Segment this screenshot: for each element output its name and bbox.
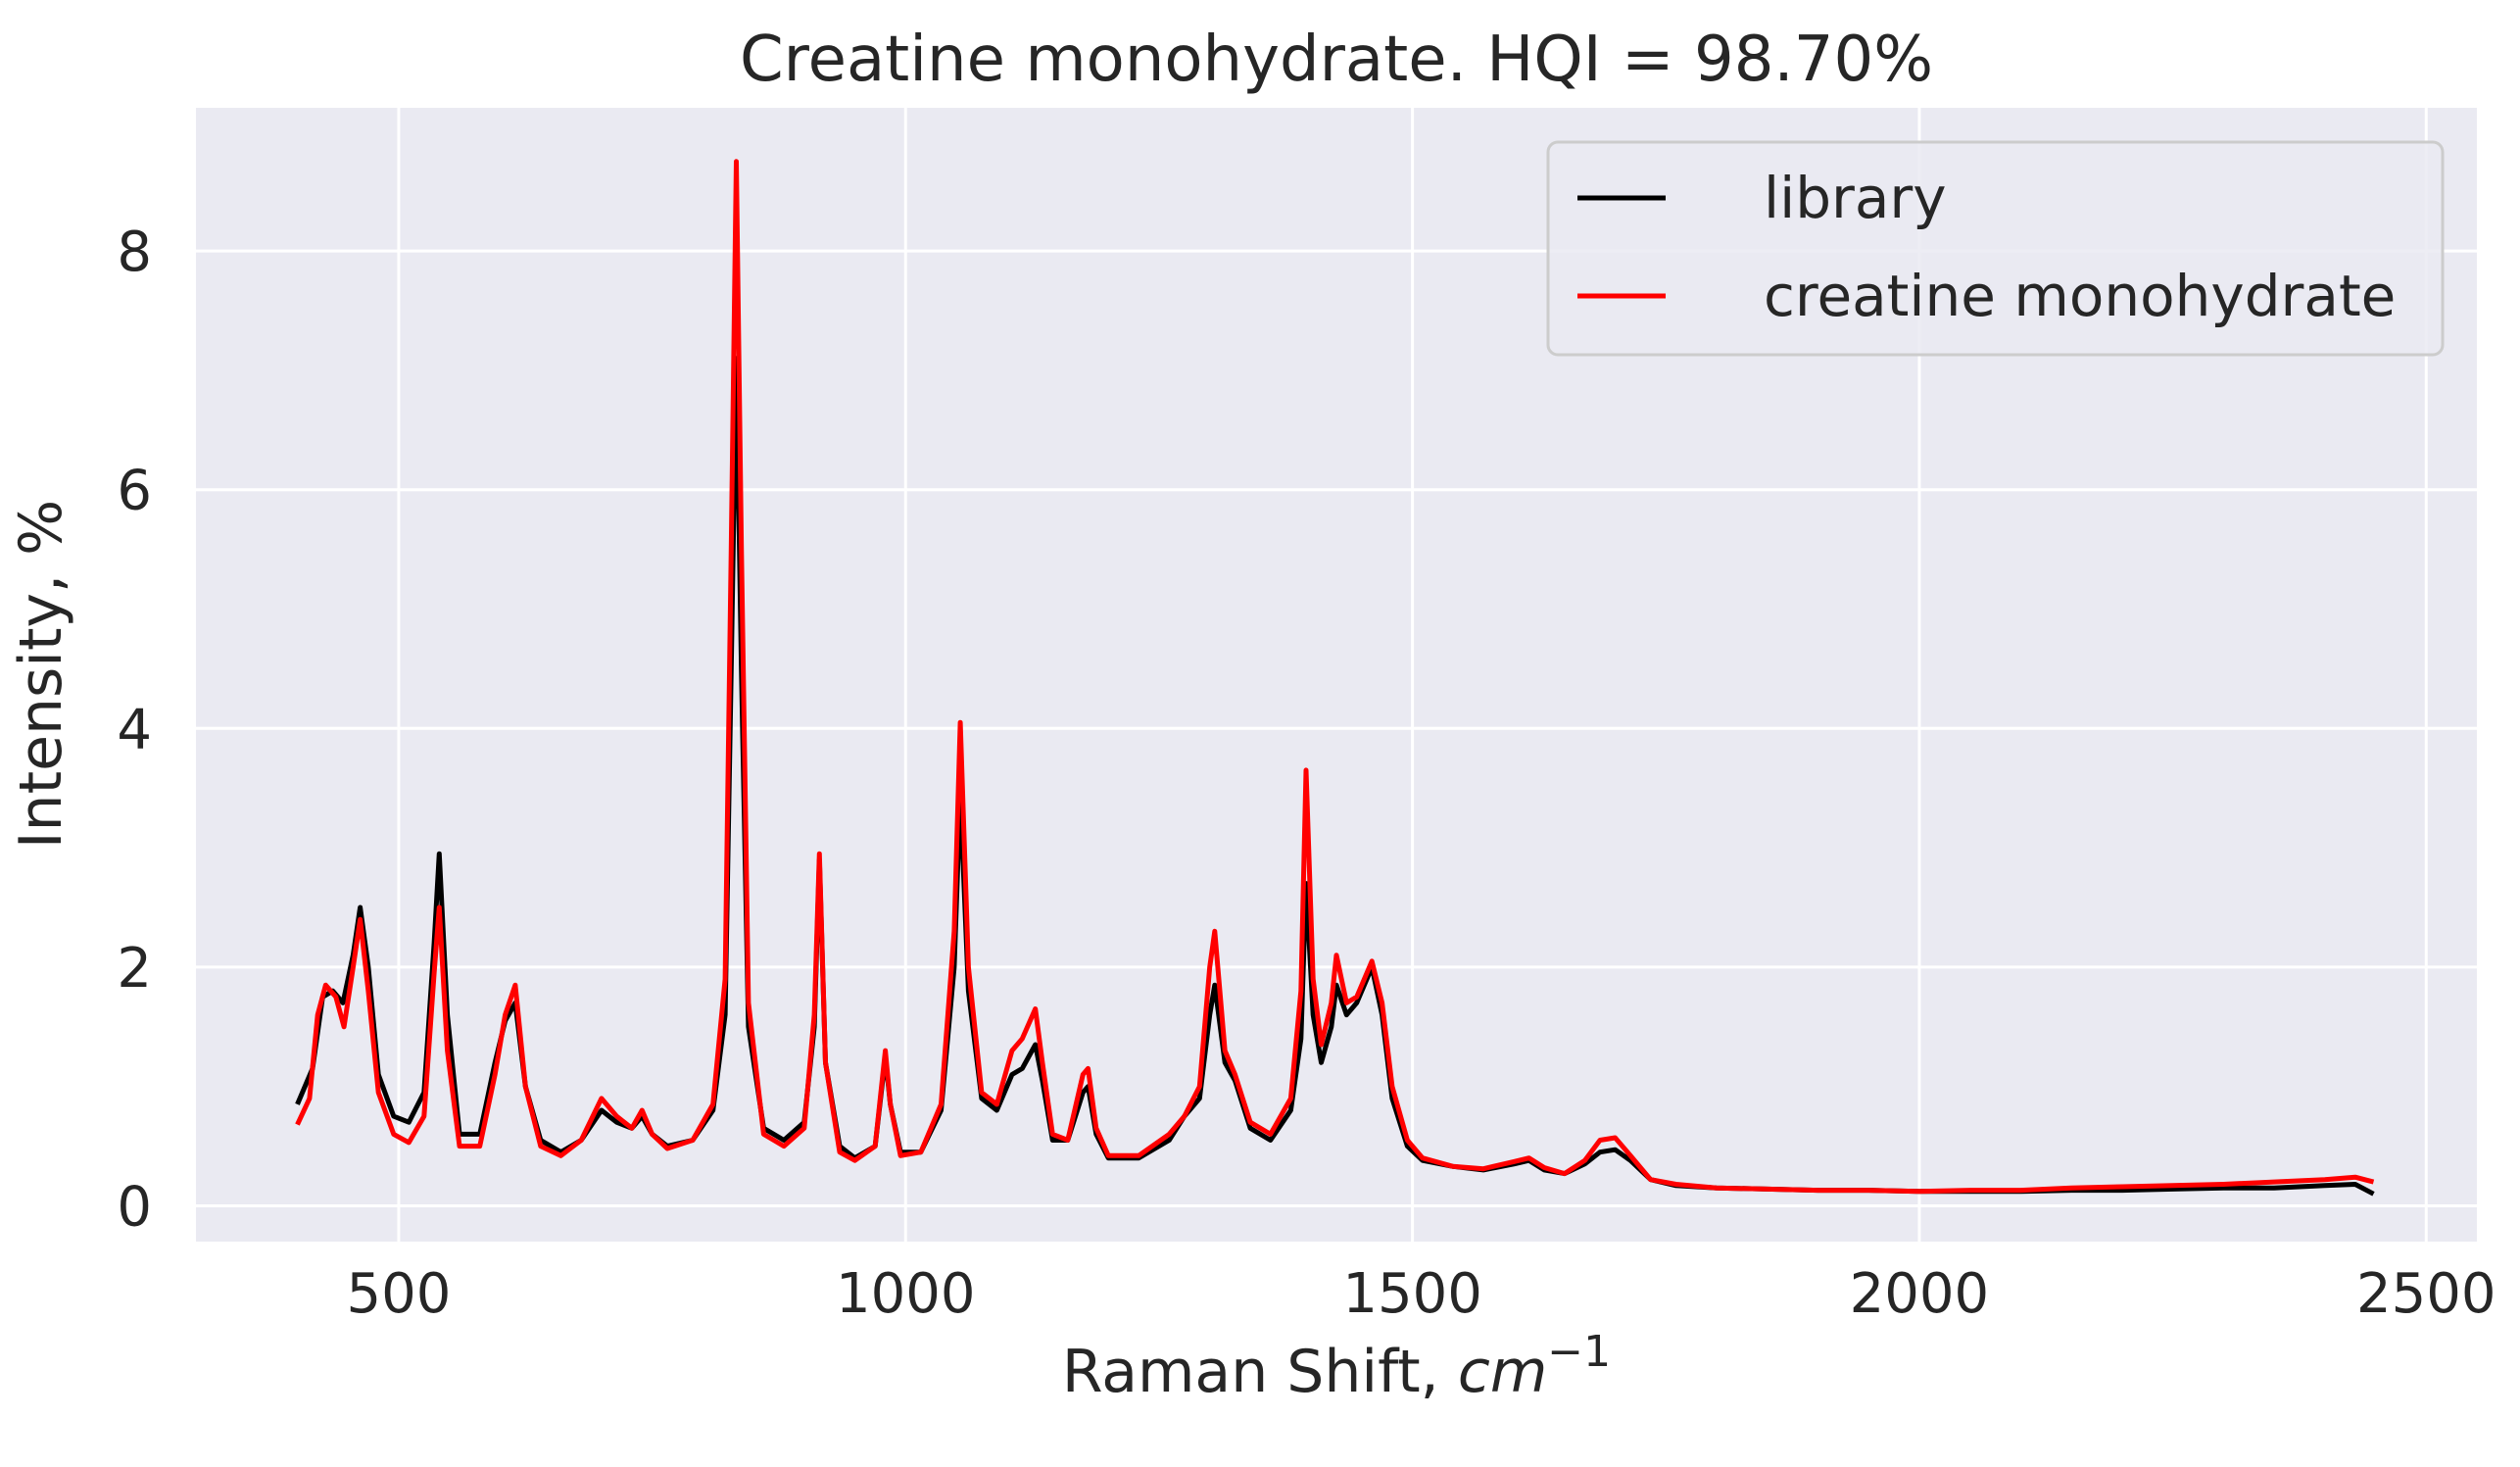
x-axis-label: Raman Shift, cm−1 <box>1062 1327 1611 1406</box>
y-tick-label: 8 <box>117 220 152 284</box>
x-axis-label-exponent: −1 <box>1547 1327 1611 1377</box>
y-tick-label: 0 <box>117 1175 152 1239</box>
y-tick-label: 4 <box>117 698 152 761</box>
series-line-creatine-monohydrate <box>295 159 2375 1195</box>
legend-label-library: library <box>1764 165 1947 231</box>
x-axis-label-text: Raman Shift, <box>1062 1338 1458 1406</box>
x-tick-label: 2000 <box>1850 1262 1990 1326</box>
x-tick-label: 1500 <box>1342 1262 1482 1326</box>
legend: library creatine monohydrate <box>1546 140 2445 357</box>
y-tick-labels: 0 2 4 6 8 <box>117 220 152 1239</box>
x-tick-label: 500 <box>346 1262 451 1326</box>
chart-title: Creatine monohydrate. HQI = 98.70% <box>740 24 1933 96</box>
x-axis-label-unit: cm <box>1458 1338 1547 1406</box>
legend-box <box>1546 140 2445 357</box>
x-tick-label: 1000 <box>836 1262 976 1326</box>
y-tick-label: 6 <box>117 460 152 523</box>
legend-label-creatine-monohydrate: creatine monohydrate <box>1764 263 2396 329</box>
x-tick-labels: 500 1000 1500 2000 2500 <box>346 1262 2496 1326</box>
series-layer <box>295 159 2375 1197</box>
y-tick-label: 2 <box>117 937 152 1001</box>
x-tick-label: 2500 <box>2356 1262 2496 1326</box>
y-axis-label: Intensity, % <box>7 500 75 849</box>
